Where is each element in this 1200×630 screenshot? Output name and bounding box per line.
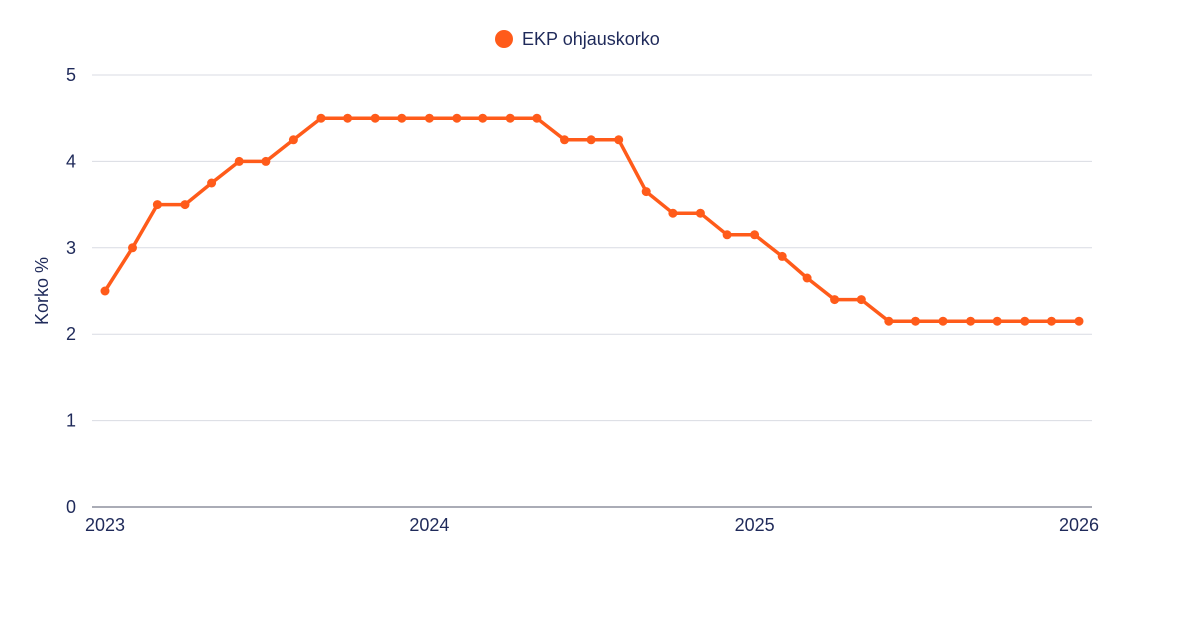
data-point: [261, 156, 271, 166]
data-point: [911, 316, 920, 326]
data-point: [884, 316, 894, 326]
data-point: [424, 113, 434, 123]
data-point: [560, 135, 569, 145]
y-tick-label: 0: [66, 497, 76, 517]
x-axis-ticks: 2023 2024 2025 2026: [85, 515, 1099, 535]
y-axis-title: Korko %: [32, 257, 52, 325]
data-point: [802, 273, 812, 283]
x-tick-label: 2023: [85, 515, 125, 535]
data-point: [668, 208, 678, 218]
data-point: [586, 135, 596, 145]
series-line: [103, 116, 1081, 323]
data-point: [722, 230, 732, 240]
y-tick-label: 1: [66, 411, 76, 431]
data-point: [938, 316, 948, 326]
legend-label-ekp: EKP ohjauskorko: [522, 29, 660, 49]
data-point: [830, 295, 840, 305]
data-point: [100, 286, 110, 296]
data-point: [452, 113, 462, 123]
data-point: [532, 113, 542, 123]
data-point: [234, 156, 244, 166]
data-point: [180, 200, 190, 210]
data-point: [152, 200, 162, 210]
series-ekp-ohjauskorko: [100, 113, 1084, 326]
data-point: [288, 135, 298, 145]
data-point: [1047, 316, 1056, 326]
data-point: [1074, 316, 1084, 326]
legend: EKP ohjauskorko: [495, 29, 660, 49]
legend-swatch-ekp: [495, 30, 513, 48]
data-point: [370, 113, 380, 123]
data-point: [992, 316, 1002, 326]
data-point: [316, 113, 326, 123]
data-point: [777, 251, 787, 261]
y-tick-label: 5: [66, 65, 76, 85]
x-tick-label: 2025: [735, 515, 775, 535]
data-point: [1020, 316, 1030, 326]
y-tick-label: 3: [66, 238, 76, 258]
data-point: [207, 178, 217, 188]
data-point: [614, 135, 624, 145]
x-tick-label: 2024: [409, 515, 449, 535]
y-axis-ticks: 0 1 2 3 4 5: [66, 65, 76, 517]
y-tick-label: 4: [66, 151, 76, 171]
x-tick-label: 2026: [1059, 515, 1099, 535]
data-point: [641, 187, 651, 197]
data-point: [343, 113, 353, 123]
data-point: [695, 208, 705, 218]
data-point: [397, 113, 407, 123]
data-point: [128, 243, 137, 253]
data-point: [478, 113, 488, 123]
data-point: [505, 113, 515, 123]
y-tick-label: 2: [66, 324, 76, 344]
data-point: [966, 316, 976, 326]
data-point: [750, 230, 760, 240]
data-point: [856, 295, 866, 305]
